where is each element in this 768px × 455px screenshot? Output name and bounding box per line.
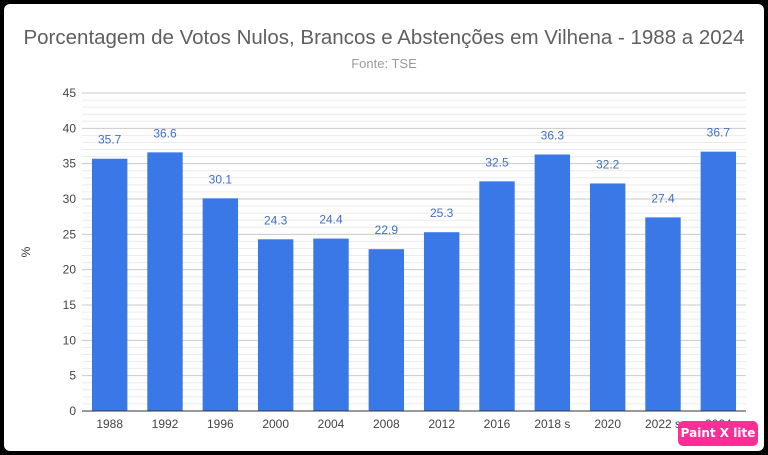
y-tick-label: 45: [63, 86, 77, 100]
data-label: 32.5: [485, 155, 509, 169]
x-tick-label: 2000: [262, 417, 289, 431]
data-label: 35.7: [98, 133, 122, 147]
y-tick-labels: 0 5 10 15 20 25 30 35 40 45: [63, 86, 77, 418]
bar-2000: [257, 239, 294, 411]
y-tick-label: 30: [63, 192, 77, 206]
bar-1988: [91, 158, 128, 411]
data-label: 22.9: [375, 223, 399, 237]
x-tick-label: 2004: [318, 417, 345, 431]
y-tick-label: 15: [63, 298, 77, 312]
x-tick-label: 1992: [152, 417, 179, 431]
y-tick-label: 20: [63, 263, 77, 277]
gridlines: [82, 92, 746, 412]
watermark-logo: Paint X lite: [678, 421, 758, 446]
bar-2020: [589, 183, 626, 411]
data-label: 27.4: [651, 191, 675, 205]
data-labels: 35.7 36.6 30.1 24.3 24.4 22.9 25.3 32.5 36.3 32.2…: [98, 126, 730, 238]
data-label: 30.1: [209, 172, 233, 186]
bar-2004: [313, 238, 349, 411]
bar-2012: [423, 232, 460, 411]
x-tick-label: 2008: [373, 417, 400, 431]
x-tick-label: 2020: [594, 417, 621, 431]
x-tick-label: 2018 s: [534, 417, 570, 431]
y-tick-label: 25: [63, 227, 77, 241]
y-tick-label: 5: [69, 369, 76, 383]
data-label: 36.3: [541, 128, 565, 142]
chart-title: Porcentagem de Votos Nulos, Brancos e Ab…: [23, 26, 745, 49]
x-tick-label: 1996: [207, 417, 234, 431]
bar-2018-s: [534, 154, 571, 412]
y-axis-label: %: [19, 246, 33, 257]
x-tick-label: 2022 s: [645, 417, 681, 431]
y-tick-label: 0: [69, 404, 76, 418]
bar-2022-s: [645, 217, 681, 411]
chart-subtitle: Fonte: TSE: [351, 56, 417, 71]
bar-2024: [700, 151, 737, 412]
data-label: 25.3: [430, 206, 454, 220]
x-tick-label: 2012: [428, 417, 455, 431]
bar-2016: [479, 181, 515, 411]
data-label: 36.6: [153, 126, 177, 140]
x-tick-labels: 1988 1992 1996 2000 2004 2008 2012 2016 2018 s 20…: [96, 417, 732, 431]
data-label: 24.4: [319, 213, 343, 227]
bar-1996: [202, 198, 239, 411]
bars: [91, 151, 737, 412]
y-tick-label: 35: [63, 157, 77, 171]
data-label: 36.7: [707, 126, 731, 140]
bar-2008: [368, 249, 405, 411]
data-label: 32.2: [596, 157, 620, 171]
x-tick-label: 2016: [484, 417, 511, 431]
y-tick-label: 40: [63, 121, 77, 135]
x-tick-label: 1988: [96, 417, 123, 431]
y-tick-label: 10: [63, 333, 77, 347]
chart-frame: Porcentagem de Votos Nulos, Brancos e Ab…: [4, 4, 764, 451]
bar-chart: 0 5 10 15 20 25 30 35 40 45 35.7 36.6 30.1 24.3 24.4 2…: [19, 86, 746, 431]
bar-1992: [147, 152, 183, 412]
data-label: 24.3: [264, 213, 288, 227]
